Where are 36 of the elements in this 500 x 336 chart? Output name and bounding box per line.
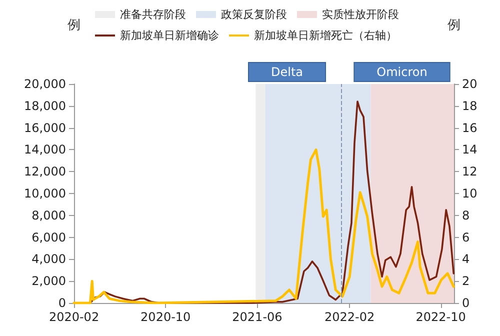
legend-label: 新加坡单日新增确诊	[120, 29, 219, 42]
y2-tick-label: 18	[462, 98, 478, 113]
y-tick-label: 14,000	[24, 142, 66, 157]
x-tick-label: 2022-10	[416, 310, 466, 324]
text: Omicron	[376, 65, 428, 79]
y2-tick-label: 14	[462, 142, 478, 157]
y2-tick-label: 20	[462, 77, 478, 91]
y-tick-label: 0	[58, 296, 66, 310]
legend-label: 政策反复阶段	[221, 8, 287, 21]
x-tick-label: 2022-02	[324, 310, 375, 324]
y2-tick-label: 12	[462, 164, 478, 179]
y-axis-title: 例	[68, 18, 80, 33]
text: Delta	[270, 65, 304, 79]
x-tick-label: 2020-02	[48, 310, 100, 324]
y2-tick-label: 8	[462, 208, 470, 222]
y2-tick-label: 2	[462, 274, 470, 288]
legend-label: 新加坡单日新增死亡（右轴）	[254, 29, 397, 42]
y-tick-label: 16,000	[24, 120, 66, 135]
y2-tick-label: 4	[462, 252, 470, 266]
y2-tick-label: 10	[462, 186, 478, 200]
legend-label: 准备共存阶段	[120, 8, 186, 21]
y2-axis-title: 例	[448, 18, 460, 33]
y-tick-label: 4,000	[32, 252, 66, 266]
x-tick-label: 2021-06	[232, 310, 282, 324]
y2-tick-label: 6	[462, 230, 470, 244]
y-tick-label: 20,000	[24, 77, 66, 91]
x-tick-label: 2020-10	[140, 310, 191, 324]
y-tick-label: 10,000	[24, 186, 66, 200]
y-tick-label: 12,000	[24, 164, 66, 179]
y2-tick-label: 16	[462, 120, 478, 135]
y-tick-label: 18,000	[24, 98, 66, 113]
y-tick-label: 6,000	[32, 230, 66, 244]
y-tick-label: 8,000	[32, 208, 66, 222]
y2-tick-label: 0	[462, 296, 470, 310]
y-tick-label: 2,000	[32, 274, 66, 288]
legend-label: 实质性放开阶段	[322, 8, 399, 21]
